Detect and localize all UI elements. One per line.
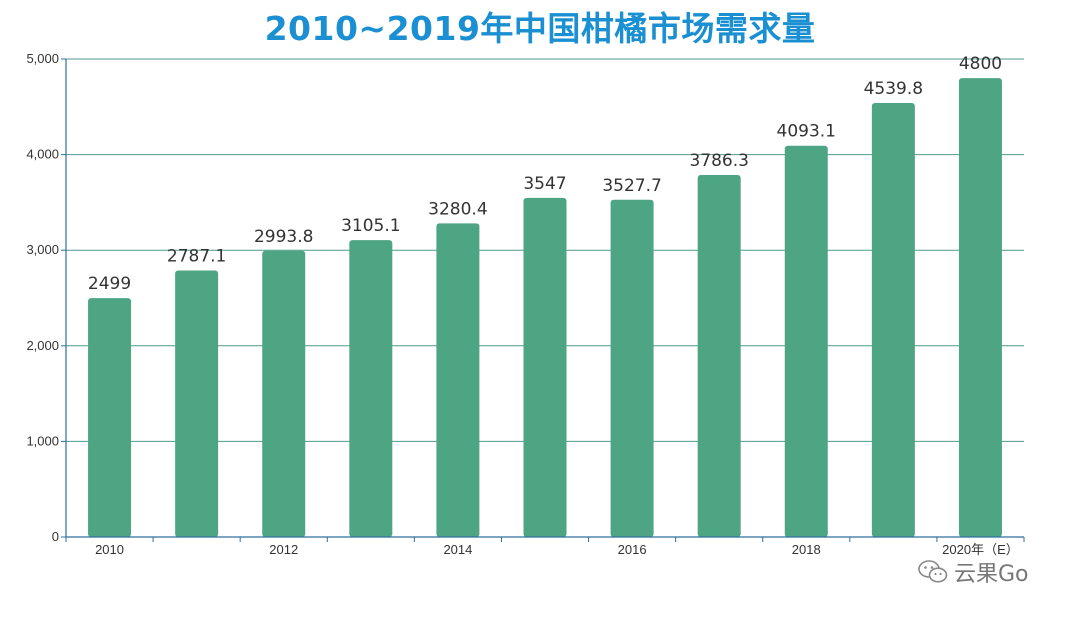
data-label: 4093.1 — [777, 122, 836, 142]
data-label: 3786.3 — [689, 151, 748, 171]
bar — [784, 145, 828, 537]
data-label: 2787.1 — [167, 247, 226, 267]
data-label: 3280.4 — [428, 199, 487, 219]
x-tick-label: 2018 — [792, 542, 821, 557]
data-label: 2499 — [88, 274, 131, 294]
x-tick-label: 2012 — [269, 542, 298, 557]
bar — [88, 298, 132, 537]
y-tick-label: 4,000 — [26, 147, 59, 162]
wechat-icon — [918, 560, 948, 583]
bar — [697, 175, 741, 537]
x-axis-ticks: 2010 2012 2014 2016 2018 2020年（E） — [65, 537, 1025, 557]
y-tick-label: 0 — [52, 529, 59, 544]
data-label: 4539.8 — [864, 79, 923, 99]
bar — [436, 223, 480, 538]
watermark-text: 云果Go — [954, 562, 1029, 587]
x-tick-label: 2014 — [443, 542, 472, 557]
chart-title: 2010~2019年中国柑橘市场需求量 — [264, 9, 816, 48]
data-label: 3527.7 — [602, 176, 661, 196]
bar — [523, 197, 567, 537]
x-tick-label: 2010 — [95, 542, 124, 557]
data-labels: 2499 2787.1 2993.8 3105.1 3280.4 3547 3527.7 37… — [88, 54, 1002, 294]
axes — [65, 59, 1024, 538]
x-tick-label: 2020年（E） — [942, 542, 1019, 557]
bar — [958, 78, 1002, 538]
data-label: 3547 — [523, 174, 566, 194]
bar — [871, 102, 915, 537]
bar — [349, 240, 393, 537]
y-axis-ticks: 0 1,000 2,000 3,000 4,000 5,000 — [26, 51, 66, 544]
y-tick-label: 3,000 — [26, 242, 59, 257]
y-tick-label: 2,000 — [26, 338, 59, 353]
bar — [175, 270, 219, 537]
y-tick-label: 5,000 — [26, 51, 59, 66]
bars — [88, 78, 1002, 538]
data-label: 4800 — [959, 54, 1002, 74]
data-label: 3105.1 — [341, 216, 400, 236]
bar — [610, 199, 654, 537]
bar — [262, 250, 306, 537]
data-label: 2993.8 — [254, 227, 313, 247]
x-tick-label: 2016 — [618, 542, 647, 557]
y-tick-label: 1,000 — [26, 433, 59, 448]
watermark: 云果Go — [918, 556, 1029, 588]
